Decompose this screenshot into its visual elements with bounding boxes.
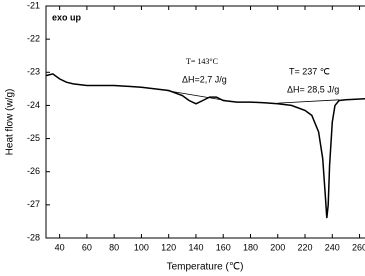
y-tick-label: -28 <box>27 232 40 242</box>
x-tick-label: 100 <box>134 242 149 252</box>
x-tick-label: 140 <box>188 242 203 252</box>
x-tick-label: 220 <box>298 242 313 252</box>
annotation: ΔH= 28,5 J/g <box>287 84 339 94</box>
x-tick-label: 80 <box>109 242 119 252</box>
y-tick-label: -26 <box>27 166 40 176</box>
annotation: T= 237 ℃ <box>289 66 330 76</box>
y-tick-label: -21 <box>27 0 40 10</box>
baseline <box>277 99 340 104</box>
x-tick-label: 200 <box>270 242 285 252</box>
x-axis-label: Temperature (℃) <box>167 262 244 273</box>
x-tick-label: 60 <box>82 242 92 252</box>
plot-frame <box>45 5 365 239</box>
x-tick-label: 240 <box>325 242 340 252</box>
y-axis-label: Heat flow (w/g) <box>5 89 16 156</box>
x-tick-label: 260 <box>352 242 365 252</box>
baseline <box>165 90 226 101</box>
annotation: ΔH=2,7 J/g <box>182 74 227 84</box>
annotation: exo up <box>52 12 82 22</box>
x-tick-label: 40 <box>55 242 65 252</box>
y-tick-label: -23 <box>27 67 40 77</box>
x-tick-label: 180 <box>243 242 258 252</box>
line <box>45 73 365 219</box>
annotation: T= 143°C <box>186 57 218 66</box>
x-tick-label: 160 <box>216 242 231 252</box>
y-tick-label: -22 <box>27 34 40 44</box>
y-tick-label: -24 <box>27 100 40 110</box>
y-tick-label: -27 <box>27 199 40 209</box>
y-tick-label: -25 <box>27 133 40 143</box>
x-tick-label: 120 <box>161 242 176 252</box>
